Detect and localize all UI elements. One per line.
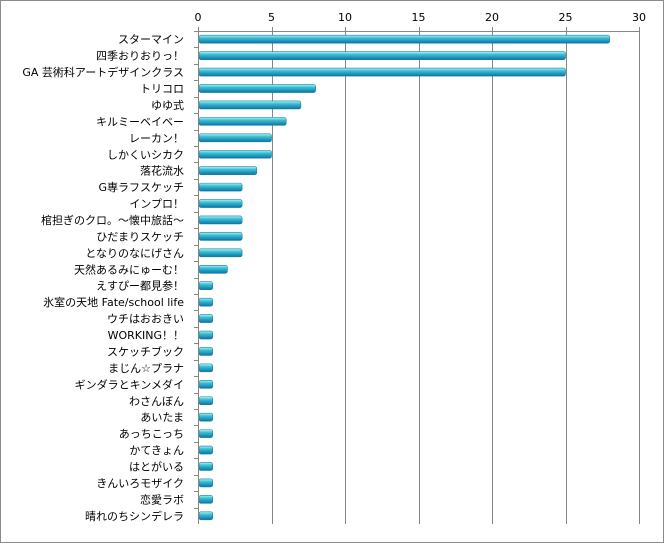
grid-layer bbox=[272, 31, 640, 524]
bar bbox=[198, 380, 213, 389]
x-tick-labels: 0 5 10 15 20 25 30 bbox=[195, 11, 646, 31]
category-label: ひだまりスケッチ bbox=[96, 230, 184, 243]
x-tick-label: 15 bbox=[412, 11, 426, 24]
bar bbox=[198, 182, 243, 192]
category-label: GA 芸術科アートデザインクラス bbox=[22, 65, 184, 79]
bar bbox=[198, 133, 272, 143]
category-label: ギンダラとキンメダイ bbox=[75, 377, 184, 391]
bar bbox=[198, 51, 566, 60]
category-label: WORKING！！ bbox=[108, 329, 184, 342]
category-label: となりのなにげさん bbox=[85, 247, 184, 260]
bar bbox=[198, 478, 213, 488]
category-label: スケッチブック bbox=[107, 344, 184, 358]
x-tick-label: 20 bbox=[485, 11, 499, 24]
category-label: まじん☆プラナ bbox=[108, 362, 184, 375]
bar bbox=[198, 429, 213, 438]
category-label: G専ラフスケッチ bbox=[98, 181, 184, 194]
category-label: あっちこっち bbox=[119, 428, 184, 441]
bar bbox=[198, 215, 243, 225]
category-label: はとがいる bbox=[129, 459, 184, 473]
bar bbox=[198, 166, 258, 175]
bar bbox=[198, 462, 213, 471]
category-label: スターマイン bbox=[118, 33, 184, 46]
x-tick-label: 30 bbox=[632, 11, 646, 24]
bar bbox=[198, 67, 566, 77]
x-tick-label: 10 bbox=[338, 11, 352, 24]
category-label: わさんぼん bbox=[129, 395, 184, 408]
bar bbox=[198, 248, 243, 258]
x-tick-label: 25 bbox=[559, 11, 573, 24]
bar bbox=[198, 495, 213, 504]
category-label: 四季おりおりっ！ bbox=[96, 50, 184, 63]
category-label: トリコロ bbox=[140, 83, 184, 96]
bar bbox=[198, 264, 228, 274]
bar bbox=[198, 511, 213, 521]
category-label: キルミーベイベー bbox=[96, 115, 184, 128]
category-label: ウチはおおきい bbox=[107, 313, 184, 326]
category-label: 天然あるみにゅーむ！ bbox=[74, 262, 184, 276]
bar bbox=[198, 117, 287, 126]
category-label: かてきょん bbox=[129, 444, 184, 457]
bar bbox=[198, 149, 272, 159]
x-tick-label: 0 bbox=[195, 11, 202, 24]
bar bbox=[198, 396, 213, 406]
bar bbox=[198, 314, 213, 323]
category-label: 氷室の天地 Fate/school life bbox=[43, 295, 184, 309]
bar bbox=[198, 363, 213, 373]
category-label: 棺担ぎのクロ。～懐中旅話～ bbox=[41, 213, 184, 227]
category-label: 落花流水 bbox=[140, 164, 184, 178]
category-label: レーカン！ bbox=[129, 132, 184, 145]
bar bbox=[198, 232, 243, 241]
category-label: きんいろモザイク bbox=[96, 477, 184, 490]
bar bbox=[198, 330, 213, 340]
category-label: えすぴー都見参！ bbox=[96, 279, 184, 293]
category-label: ゆゆ式 bbox=[151, 99, 184, 112]
category-label: しかくいシカク bbox=[107, 148, 184, 161]
bar bbox=[198, 297, 213, 307]
bar bbox=[198, 445, 213, 455]
bar bbox=[198, 281, 213, 291]
bar bbox=[198, 347, 213, 356]
bar bbox=[198, 412, 213, 422]
category-label: 恋愛ラボ bbox=[140, 492, 184, 506]
bars bbox=[198, 34, 610, 521]
category-label: あいたま bbox=[140, 411, 184, 424]
bar bbox=[198, 100, 302, 110]
category-label: インプロ！ bbox=[129, 198, 184, 211]
bar bbox=[198, 34, 610, 44]
category-label: 晴れのちシンデレラ bbox=[85, 509, 184, 523]
bar bbox=[198, 84, 316, 93]
bar bbox=[198, 199, 243, 208]
x-tick-label: 5 bbox=[268, 11, 275, 24]
